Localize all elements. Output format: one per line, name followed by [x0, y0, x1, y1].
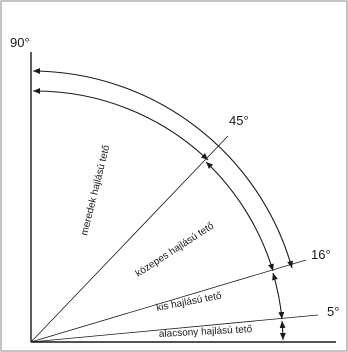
arc-16-5	[272, 272, 285, 320]
ray-16	[30, 259, 307, 343]
label-90-deg: 90°	[10, 35, 30, 50]
arc-steep-range	[32, 68, 293, 269]
label-16-deg: 16°	[311, 247, 331, 262]
label-5-deg: 5°	[327, 304, 339, 319]
arc-90-45	[32, 87, 209, 161]
label-45-deg: 45°	[229, 113, 249, 128]
ray-5	[30, 314, 319, 343]
zone-label-steep: meredek hajlású tető	[79, 144, 112, 237]
zone-label-flat: alacsony hajlású tető	[159, 324, 253, 340]
arc-45-16	[205, 161, 274, 272]
zone-label-medium: közepes hajlású tető	[134, 220, 217, 279]
arc-5-0	[279, 320, 286, 341]
zone-label-low: kis hajlású tető	[155, 290, 222, 314]
